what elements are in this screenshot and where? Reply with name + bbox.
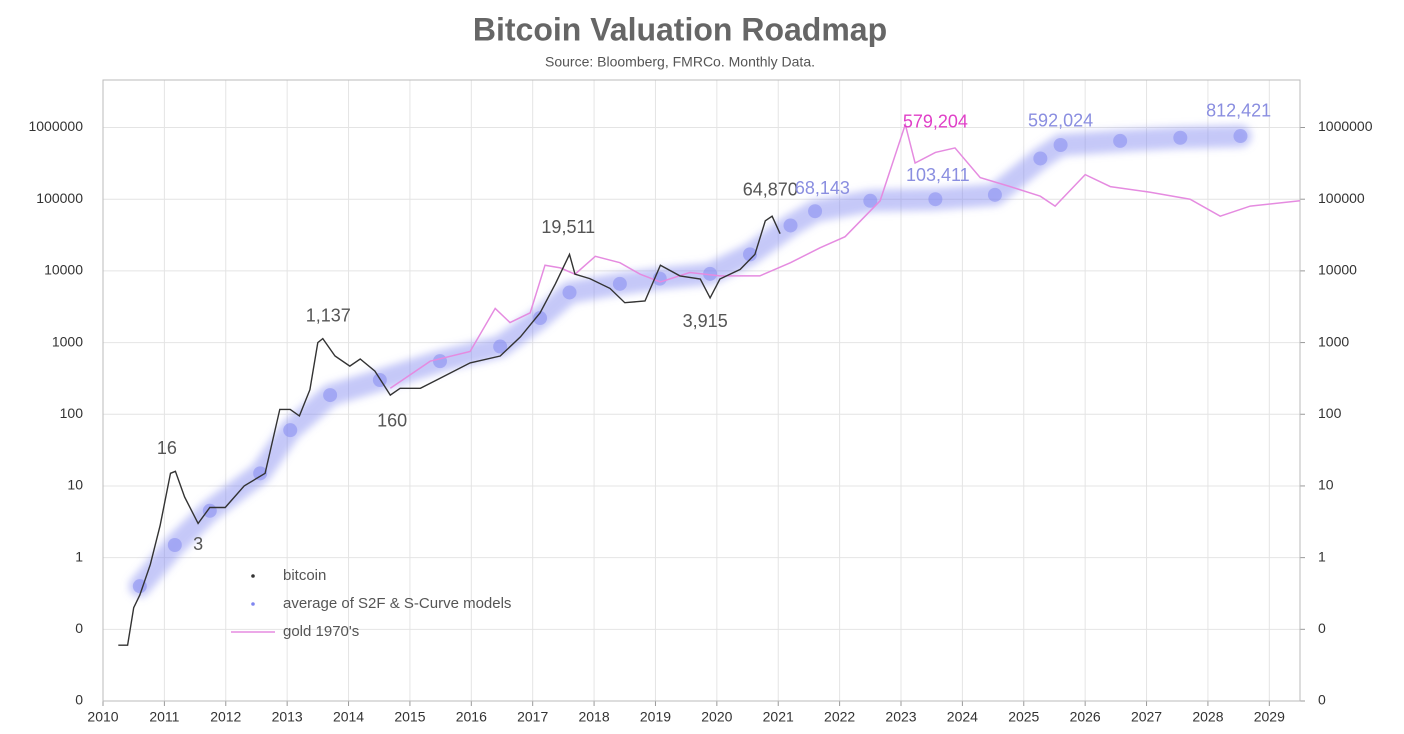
model-point xyxy=(987,187,1002,202)
x-tick-label: 2022 xyxy=(824,709,855,725)
x-tick-label: 2027 xyxy=(1131,709,1162,725)
model-point xyxy=(1053,138,1068,153)
model-point xyxy=(253,466,268,481)
model-point xyxy=(808,204,823,219)
model-point xyxy=(928,192,943,207)
model-point xyxy=(533,311,548,326)
chart-title: Bitcoin Valuation Roadmap xyxy=(473,11,887,47)
y-tick-label: 1000000 xyxy=(28,118,83,134)
legend-label: bitcoin xyxy=(283,567,326,584)
x-tick-label: 2014 xyxy=(333,709,364,725)
model-point xyxy=(703,266,718,281)
y2-tick-label: 100000 xyxy=(1318,190,1365,206)
annotation: 592,024 xyxy=(1028,111,1093,131)
y-tick-label: 100 xyxy=(60,405,84,421)
model-point xyxy=(167,538,182,553)
y-tick-label: 1 xyxy=(75,548,83,564)
x-tick-label: 2025 xyxy=(1008,709,1039,725)
annotation: 579,204 xyxy=(903,111,968,131)
annotation: 64,870 xyxy=(743,179,798,199)
y-tick-label: 1000 xyxy=(52,333,83,349)
plot-frame xyxy=(102,79,1301,702)
model-point xyxy=(493,339,508,354)
annotation: 68,143 xyxy=(795,178,850,198)
annotation: 16 xyxy=(157,438,177,458)
x-tick-label: 2023 xyxy=(885,709,916,725)
legend-swatch xyxy=(251,602,255,606)
y2-tick-label: 1000 xyxy=(1318,333,1349,349)
model-point xyxy=(742,247,757,262)
x-tick-label: 2024 xyxy=(947,709,978,725)
y-tick-label: 0 xyxy=(75,692,83,708)
y-tick-label: 10000 xyxy=(44,262,83,278)
x-tick-label: 2015 xyxy=(394,709,425,725)
y2-tick-label: 10000 xyxy=(1318,262,1357,278)
model-point xyxy=(1173,130,1188,145)
x-tick-label: 2026 xyxy=(1070,709,1101,725)
x-tick-label: 2021 xyxy=(763,709,794,725)
x-tick-label: 2010 xyxy=(87,709,118,725)
x-tick-label: 2028 xyxy=(1192,709,1223,725)
y-tick-label: 100000 xyxy=(36,190,83,206)
model-point xyxy=(283,423,298,438)
y2-tick-label: 1000000 xyxy=(1318,118,1373,134)
y2-tick-label: 10 xyxy=(1318,477,1334,493)
x-tick-label: 2018 xyxy=(578,709,609,725)
model-point xyxy=(562,285,577,300)
x-tick-label: 2013 xyxy=(272,709,303,725)
bitcoin-line xyxy=(118,215,781,646)
gold-line xyxy=(389,121,1301,389)
chart-subtitle: Source: Bloomberg, FMRCo. Monthly Data. xyxy=(545,54,815,70)
model-point xyxy=(433,354,448,369)
model-point xyxy=(863,193,878,208)
legend-swatch xyxy=(251,574,255,578)
model-point xyxy=(323,388,338,403)
model-point xyxy=(1113,133,1128,148)
annotation: 1,137 xyxy=(306,305,351,325)
x-tick-label: 2029 xyxy=(1254,709,1285,725)
y2-tick-label: 0 xyxy=(1318,692,1326,708)
annotation: 160 xyxy=(377,410,407,430)
y-tick-label: 10 xyxy=(67,477,83,493)
annotation: 3,915 xyxy=(683,311,728,331)
x-tick-label: 2019 xyxy=(640,709,671,725)
legend-label: gold 1970's xyxy=(283,623,359,640)
x-tick-label: 2016 xyxy=(456,709,487,725)
model-point xyxy=(1233,129,1248,144)
model-point xyxy=(612,276,627,291)
model-point xyxy=(202,503,217,518)
x-tick-label: 2012 xyxy=(210,709,241,725)
legend-label: average of S2F & S-Curve models xyxy=(283,595,511,612)
y-tick-label: 0 xyxy=(75,620,83,636)
x-tick-label: 2011 xyxy=(149,709,179,725)
y2-tick-label: 1 xyxy=(1318,548,1326,564)
x-tick-label: 2020 xyxy=(701,709,732,725)
model-point xyxy=(132,579,147,594)
annotation: 19,511 xyxy=(541,217,595,237)
x-tick-label: 2017 xyxy=(517,709,548,725)
annotation: 812,421 xyxy=(1206,101,1271,121)
model-point xyxy=(783,218,798,233)
y2-tick-label: 0 xyxy=(1318,620,1326,636)
model-point xyxy=(1033,151,1048,166)
annotation: 103,411 xyxy=(906,165,970,185)
annotation: 3 xyxy=(193,534,203,554)
y2-tick-label: 100 xyxy=(1318,405,1342,421)
